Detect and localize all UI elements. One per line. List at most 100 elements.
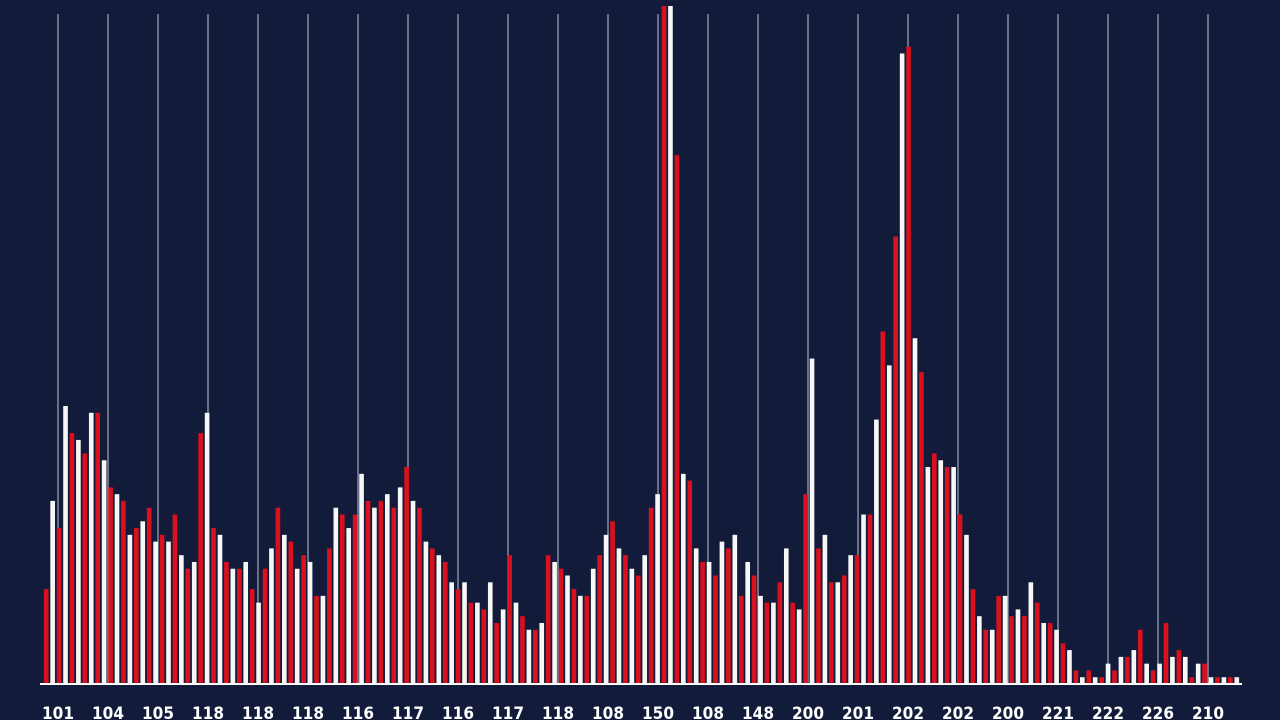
bar bbox=[1047, 622, 1053, 684]
bar bbox=[191, 561, 197, 684]
bar bbox=[912, 338, 918, 684]
bar bbox=[1125, 656, 1130, 684]
bar bbox=[578, 595, 583, 684]
x-tick-label: 118 bbox=[242, 704, 274, 720]
x-tick-label: 202 bbox=[942, 704, 974, 720]
bar bbox=[275, 507, 281, 684]
bar bbox=[906, 46, 911, 685]
bar bbox=[1157, 663, 1162, 684]
bar bbox=[76, 439, 81, 684]
bar bbox=[713, 575, 718, 684]
bar bbox=[719, 541, 725, 684]
bar bbox=[391, 507, 397, 684]
x-tick-label: 118 bbox=[542, 704, 574, 720]
bar bbox=[932, 453, 937, 684]
bar bbox=[327, 548, 332, 684]
bar bbox=[314, 595, 319, 684]
bar bbox=[1067, 650, 1072, 684]
bar bbox=[526, 629, 532, 684]
bar bbox=[590, 568, 596, 684]
bar bbox=[803, 494, 808, 684]
bar bbox=[816, 548, 821, 684]
bar bbox=[1137, 629, 1143, 684]
bar bbox=[1015, 609, 1021, 684]
bar bbox=[462, 582, 467, 684]
bar bbox=[114, 494, 120, 684]
bar bbox=[1234, 677, 1240, 684]
bar bbox=[674, 155, 680, 684]
bar bbox=[899, 53, 905, 684]
bar bbox=[1195, 663, 1201, 684]
x-tick-label: 148 bbox=[742, 704, 774, 720]
x-tick-label: 221 bbox=[1042, 704, 1074, 720]
bar bbox=[243, 561, 249, 684]
bar bbox=[1182, 656, 1188, 684]
bar bbox=[771, 602, 776, 684]
bar bbox=[179, 555, 184, 684]
bar bbox=[829, 582, 834, 684]
x-tick-label: 104 bbox=[92, 704, 124, 720]
bar bbox=[346, 528, 351, 684]
bar bbox=[224, 561, 229, 684]
bar bbox=[146, 507, 152, 684]
bar bbox=[809, 358, 815, 684]
bar bbox=[1112, 670, 1117, 684]
bar bbox=[140, 521, 146, 684]
bar bbox=[269, 548, 274, 684]
x-tick-label: 105 bbox=[142, 704, 174, 720]
bar bbox=[758, 595, 763, 684]
x-tick-label: 108 bbox=[592, 704, 624, 720]
x-tick-label: 200 bbox=[992, 704, 1024, 720]
bar bbox=[738, 595, 744, 684]
bar bbox=[603, 534, 609, 684]
bar bbox=[1118, 656, 1124, 684]
bar bbox=[372, 507, 377, 684]
bar bbox=[886, 365, 892, 684]
bar bbox=[397, 487, 403, 684]
bar bbox=[1150, 670, 1156, 684]
bar bbox=[423, 541, 429, 684]
x-tick-label: 210 bbox=[1192, 704, 1224, 720]
bar bbox=[796, 609, 802, 684]
bar bbox=[211, 528, 216, 684]
bar bbox=[938, 460, 944, 684]
bar bbox=[552, 561, 557, 684]
bar bbox=[1208, 677, 1214, 684]
bar bbox=[359, 473, 364, 684]
bar bbox=[661, 6, 667, 684]
bar bbox=[1054, 629, 1059, 684]
bar bbox=[732, 534, 738, 684]
bars bbox=[43, 6, 1240, 685]
bar bbox=[1189, 677, 1195, 684]
bar bbox=[282, 534, 287, 684]
bar bbox=[983, 629, 989, 684]
bar bbox=[957, 514, 963, 684]
bar bbox=[442, 561, 448, 684]
bar bbox=[50, 500, 55, 684]
bar bbox=[1099, 677, 1104, 684]
bar bbox=[854, 555, 860, 684]
bar bbox=[558, 568, 564, 684]
bar bbox=[1028, 582, 1034, 684]
bar bbox=[1105, 663, 1111, 684]
bar bbox=[1221, 677, 1227, 684]
bar bbox=[449, 582, 454, 684]
bar bbox=[681, 473, 686, 684]
bar bbox=[262, 568, 268, 684]
bar bbox=[687, 480, 693, 684]
bar bbox=[95, 412, 101, 684]
x-tick-label: 226 bbox=[1142, 704, 1174, 720]
x-tick-label: 118 bbox=[292, 704, 324, 720]
bar bbox=[63, 406, 68, 684]
bar bbox=[82, 453, 88, 684]
bar bbox=[378, 500, 384, 684]
bar bbox=[616, 548, 622, 684]
bar bbox=[706, 561, 712, 684]
bar bbox=[56, 528, 62, 684]
bar bbox=[487, 582, 493, 684]
x-tick-label: 118 bbox=[192, 704, 224, 720]
bar bbox=[430, 548, 435, 684]
bar bbox=[520, 616, 525, 684]
bar bbox=[1176, 650, 1182, 684]
